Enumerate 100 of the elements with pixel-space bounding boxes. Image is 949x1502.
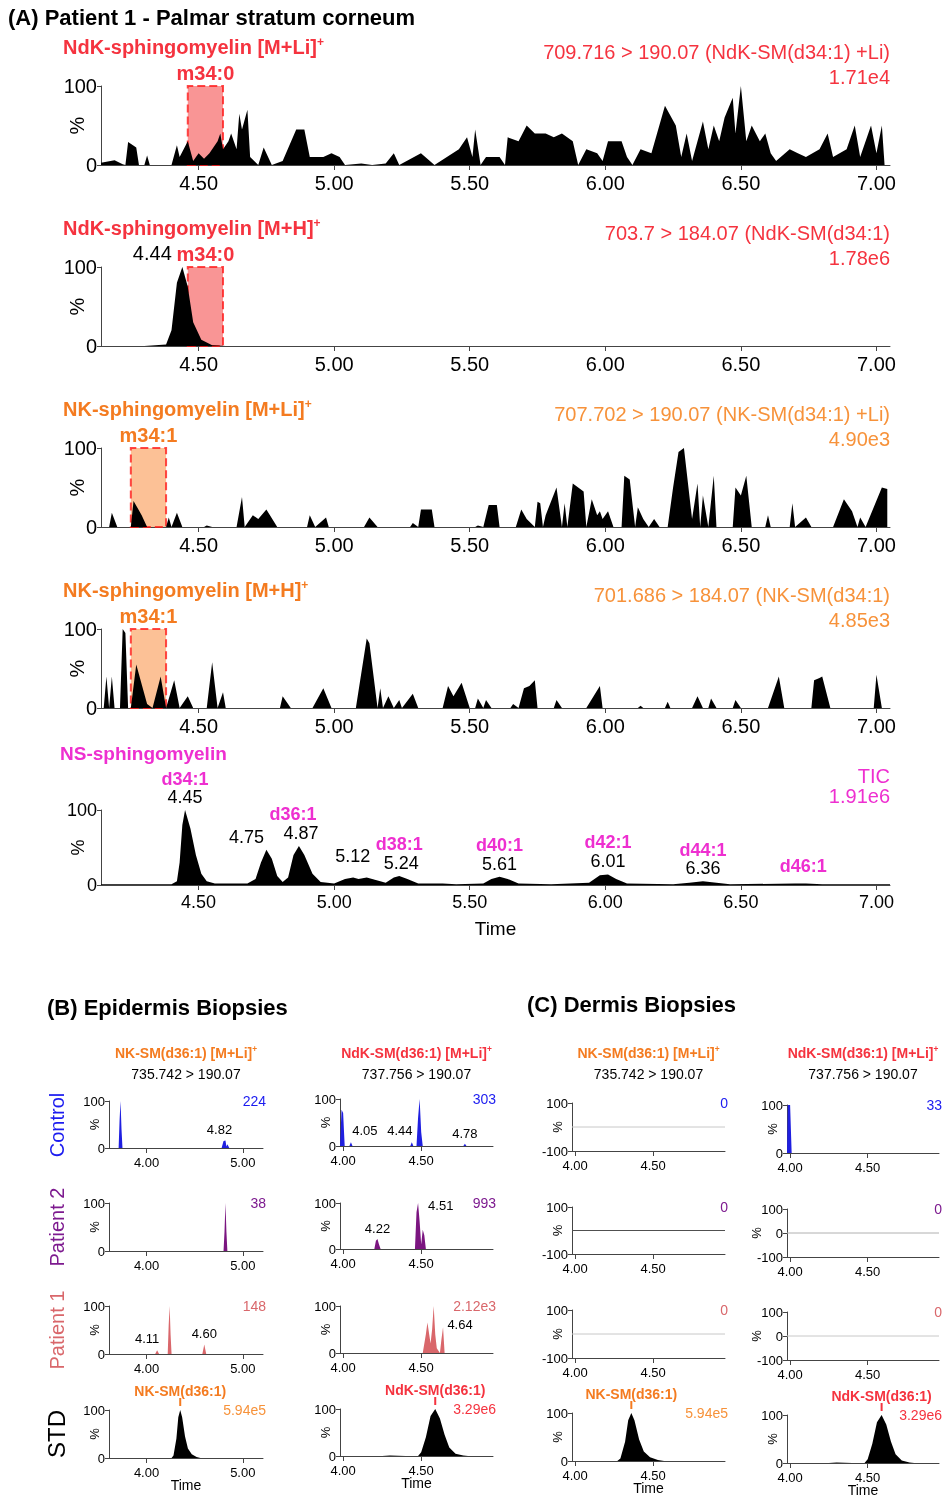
text: (B) Epidermis Biopsies — [47, 995, 288, 1021]
y-tick-label: 100 — [314, 1401, 336, 1417]
y-tick-label: 0 — [97, 1140, 105, 1156]
y-axis-title: % — [318, 1116, 333, 1129]
x-tick-label: 4.50 — [179, 353, 219, 375]
y-tick-label: 100 — [66, 800, 97, 820]
annotation: 6.36 — [685, 858, 721, 879]
band-label: m34:1 — [119, 605, 178, 627]
y-tick-label: 0 — [85, 154, 97, 176]
text: Patient 1 — [45, 1290, 69, 1370]
annotation: 5.94e5 — [685, 1405, 728, 1422]
band-label: m34:1 — [119, 424, 178, 446]
x-tick-label: 6.00 — [585, 715, 625, 737]
y-tick-label: -100 — [756, 1352, 783, 1368]
chart-title: NdK-SM(d36:1) [M+Li]$^{+}$ — [787, 1044, 939, 1062]
x-axis-title: Time — [474, 918, 517, 939]
x-tick-label: 5.00 — [230, 1465, 256, 1480]
y-tick-label: 0 — [328, 1241, 336, 1257]
annotation: 4.60 — [191, 1326, 217, 1342]
x-tick-label: 6.00 — [585, 534, 625, 556]
x-tick-label: 5.50 — [450, 534, 490, 556]
x-tick-label: 4.00 — [562, 1468, 588, 1483]
x-tick-label: 4.50 — [855, 1264, 881, 1279]
y-tick-label: -100 — [541, 1350, 568, 1366]
chart-title: NK-sphingomyelin [M+Li]$^{+}$ — [63, 397, 312, 421]
x-tick-label: 4.50 — [408, 1256, 434, 1271]
y-tick-label: 100 — [761, 1097, 783, 1113]
y-tick-label: 100 — [761, 1407, 783, 1423]
annotation: 0 — [934, 1304, 942, 1321]
x-tick-label: 5.00 — [316, 892, 352, 912]
x-tick-label: 6.00 — [585, 353, 625, 375]
x-tick-label: 5.00 — [314, 534, 354, 556]
annotation: 4.05 — [352, 1123, 378, 1139]
x-tick-label: 4.00 — [562, 1261, 588, 1276]
x-axis-title: Time — [847, 1482, 879, 1498]
x-tick-label: 4.50 — [179, 715, 219, 737]
y-tick-label: 0 — [97, 1346, 105, 1362]
chart-subtitle: 737.756 > 190.07 — [361, 1066, 472, 1083]
y-tick-label: 100 — [314, 1298, 336, 1314]
annotation: d46:1 — [779, 856, 827, 877]
y-tick-label: 100 — [546, 1405, 568, 1421]
x-tick-label: 4.00 — [330, 1463, 356, 1478]
y-tick-label: 100 — [314, 1091, 336, 1107]
y-tick-label: 0 — [775, 1328, 783, 1344]
x-tick-label: 7.00 — [856, 715, 896, 737]
x-tick-label: 4.50 — [179, 172, 219, 194]
y-axis-title: % — [765, 1122, 780, 1135]
y-tick-label: 0 — [97, 1450, 105, 1466]
x-tick-label: 6.00 — [585, 172, 625, 194]
annotation: d44:1 — [679, 840, 727, 861]
y-tick-label: 0 — [97, 1243, 105, 1259]
text: Control — [45, 1092, 69, 1157]
text: 1.91e6 — [828, 785, 890, 808]
annotation: 0 — [720, 1302, 728, 1319]
y-axis-title: % — [68, 839, 88, 856]
x-tick-label: 4.50 — [640, 1261, 666, 1276]
x-tick-label: 4.50 — [408, 1463, 434, 1478]
x-tick-label: 4.00 — [330, 1256, 356, 1271]
y-axis-title: % — [66, 659, 88, 678]
y-axis-title: % — [550, 1224, 565, 1237]
chart-title: NK-sphingomyelin [M+H]$^{+}$ — [63, 578, 309, 602]
x-tick-label: 5.50 — [450, 172, 490, 194]
annotation: d40:1 — [476, 834, 524, 855]
x-tick-label: 4.50 — [179, 534, 219, 556]
annotation: 5.12 — [335, 846, 371, 867]
x-tick-label: 4.50 — [855, 1160, 881, 1175]
y-tick-label: 0 — [328, 1345, 336, 1361]
y-tick-label: 100 — [546, 1095, 568, 1111]
y-tick-label: 0 — [560, 1453, 568, 1469]
x-tick-label: 5.00 — [230, 1155, 256, 1170]
chart-subtitle: 737.756 > 190.07 — [808, 1066, 918, 1083]
y-tick-label: 0 — [775, 1225, 783, 1241]
x-tick-label: 6.50 — [723, 892, 759, 912]
y-tick-label: 100 — [314, 1195, 336, 1211]
annotation: 5.94e5 — [223, 1402, 266, 1419]
annotation: 4.78 — [452, 1125, 478, 1141]
x-tick-label: 4.50 — [181, 892, 217, 912]
y-axis-title: % — [66, 116, 88, 135]
chart-subtitle: 735.742 > 190.07 — [593, 1066, 704, 1083]
annotation: NdK-SM(d36:1) — [831, 1387, 932, 1404]
annotation: 1.78e6 — [828, 247, 890, 270]
x-tick-label: 4.00 — [777, 1160, 803, 1175]
text: STD — [43, 1410, 71, 1458]
x-tick-label: 4.00 — [133, 1258, 160, 1273]
y-axis-title: % — [550, 1327, 565, 1340]
y-tick-label: 0 — [328, 1138, 336, 1154]
x-tick-label: 4.50 — [640, 1158, 666, 1173]
y-tick-label: 100 — [761, 1304, 783, 1320]
annotation: 993 — [472, 1195, 496, 1212]
y-axis-title: % — [87, 1118, 102, 1131]
annotation: 0 — [720, 1199, 728, 1216]
annotation: 4.82 — [206, 1122, 233, 1138]
annotation: NK-SM(d36:1) — [585, 1385, 678, 1402]
x-tick-label: 4.50 — [408, 1153, 434, 1168]
x-tick-label: 6.00 — [587, 892, 623, 912]
text: (C) Dermis Biopsies — [527, 992, 737, 1018]
y-axis-title: % — [87, 1220, 102, 1233]
x-tick-label: 4.00 — [777, 1367, 803, 1382]
x-tick-label: 6.50 — [721, 534, 761, 556]
x-tick-label: 4.00 — [777, 1264, 803, 1279]
